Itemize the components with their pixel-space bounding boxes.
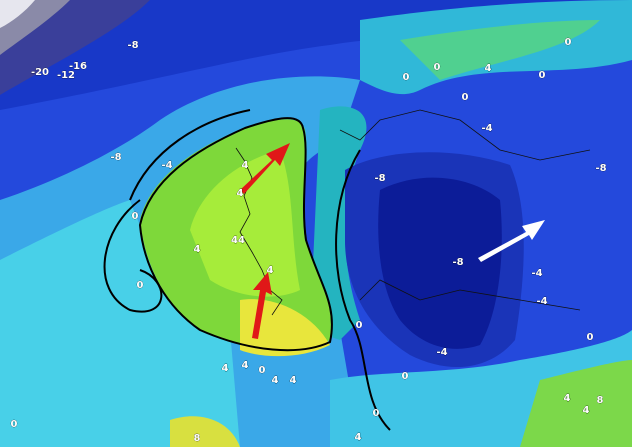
contour-label: 44: [231, 235, 245, 246]
contour-label: 4: [355, 432, 362, 443]
contour-label: -4: [531, 268, 542, 279]
contour-label: -8: [452, 257, 463, 268]
contour-label: 0: [259, 365, 266, 376]
contour-label: 0: [403, 72, 410, 83]
contour-label: 4: [485, 63, 492, 74]
contour-label: 0: [132, 211, 139, 222]
contour-label: -4: [436, 347, 447, 358]
red-arrow: [240, 143, 290, 194]
contour-label: 0: [462, 92, 469, 103]
cold-core-white: [0, 0, 35, 28]
contour-label: -4: [536, 296, 547, 307]
coastline: [235, 109, 591, 316]
contour-label: 4: [564, 393, 571, 404]
contour-label: 0: [11, 419, 18, 430]
contour-line: [103, 109, 251, 313]
contour-label: -8: [374, 173, 385, 184]
contour-label: 4: [290, 375, 297, 386]
white-arrow: [478, 220, 545, 262]
contour-line: [335, 149, 391, 431]
contour-label: 0: [373, 408, 380, 419]
contour-label: -4: [161, 160, 172, 171]
contour-label: 8: [597, 395, 604, 406]
ocean-cyan: [0, 200, 240, 447]
contour-label: 0: [356, 320, 363, 331]
contour-label: 4: [237, 188, 244, 199]
contour-label: -8: [595, 163, 606, 174]
contour-label: 0: [565, 37, 572, 48]
contour-label: 0: [587, 332, 594, 343]
north-green: [400, 20, 600, 80]
contour-label: 4: [194, 244, 201, 255]
contour-label: 4: [267, 265, 274, 276]
south-green: [520, 360, 632, 447]
contour-label: 8: [194, 433, 201, 444]
contour-label: 4: [272, 375, 279, 386]
south-yellow: [170, 416, 240, 447]
cold-europe-core: [378, 177, 502, 349]
red-arrow: [252, 272, 272, 339]
contour-label: 0: [402, 371, 409, 382]
contour-label: 4: [242, 360, 249, 371]
contour-label: -20: [31, 67, 49, 78]
contour-label: -8: [127, 40, 138, 51]
contour-labels: -8 -20 -12 -16 0 0 0 4 0 -4 0 -8 -4 4 4 …: [10, 37, 606, 444]
contour-label: 4: [583, 405, 590, 416]
contour-label: 4: [222, 363, 229, 374]
contour-label: -4: [481, 123, 492, 134]
contour-label: -16: [69, 61, 87, 72]
contour-label: 0: [137, 280, 144, 291]
contour-label: 4: [242, 160, 249, 171]
contour-label: -12: [57, 70, 75, 81]
contour-label: 0: [539, 70, 546, 81]
contour-label: -8: [110, 152, 121, 163]
contour-zero: [138, 117, 333, 352]
contour-label: 0: [434, 62, 441, 73]
warm-yellow: [240, 299, 330, 357]
